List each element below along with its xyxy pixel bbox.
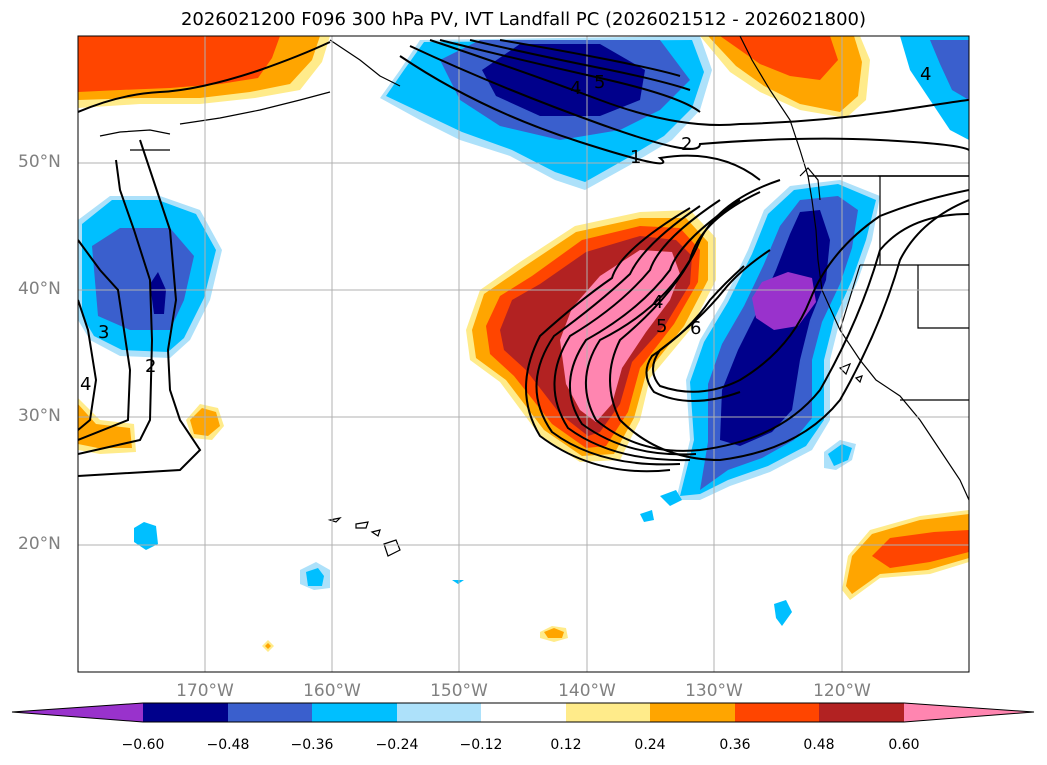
colorbar-tick-4: −0.24 [375, 737, 419, 753]
lon-label-170w: 170°W [176, 681, 234, 701]
colorbar-tick-10: 0.60 [888, 737, 920, 753]
colorbar-tick-7: 0.24 [634, 737, 666, 753]
contour-label-3-west: 3 [98, 322, 109, 343]
lat-label-50n: 50°N [18, 152, 61, 172]
colorbar-tick-6: 0.12 [550, 737, 582, 753]
contour-label-2-west: 2 [145, 356, 156, 377]
islands [327, 362, 863, 557]
colorbar-segment-3 [312, 703, 397, 722]
contour-label-5: 5 [656, 316, 667, 337]
colorbar [11, 702, 1035, 723]
shading-small-positive [262, 626, 568, 652]
colorbar-extend-high [904, 703, 1034, 722]
contour-label-4: 4 [652, 292, 663, 313]
lon-label-160w: 160°W [303, 681, 361, 701]
lat-label-20n: 20°N [18, 534, 61, 554]
coastlines [99, 36, 969, 501]
colorbar-segment-5 [481, 703, 566, 722]
pv-contours [78, 39, 969, 477]
map-title: 2026021200 F096 300 hPa PV, IVT Landfall… [180, 9, 867, 30]
contour-label-1: 1 [630, 147, 641, 168]
shading-northeast-positive [700, 36, 870, 118]
colorbar-segment-6 [566, 703, 650, 722]
colorbar-segment-2 [228, 703, 312, 722]
contour-label-4-northeast: 4 [920, 64, 931, 85]
shading-west-positive [78, 398, 224, 454]
colorbar-tick-9: 0.48 [803, 737, 835, 753]
lat-label-40n: 40°N [18, 279, 61, 299]
colorbar-segment-4 [397, 703, 481, 722]
colorbar-outline [11, 702, 1035, 723]
lon-label-150w: 150°W [430, 681, 488, 701]
lon-label-130w: 130°W [685, 681, 743, 701]
colorbar-tick-1: −0.60 [121, 737, 165, 753]
colorbar-tick-5: −0.12 [459, 737, 503, 753]
colorbar-segment-8 [735, 703, 819, 722]
contour-label-4-north: 4 [570, 78, 581, 99]
contour-label-2: 2 [681, 134, 692, 155]
colorbar-segment-7 [650, 703, 735, 722]
colorbar-segment-9 [819, 703, 904, 722]
map-border [77, 35, 970, 673]
colorbar-tick-8: 0.36 [719, 737, 751, 753]
shading-northwest-positive [78, 36, 330, 108]
shading-small-negative [134, 440, 856, 626]
colorbar-extend-low [12, 703, 143, 722]
colorbar-tick-2: −0.48 [206, 737, 250, 753]
lon-label-140w: 140°W [558, 681, 616, 701]
contour-label-5-north: 5 [594, 72, 605, 93]
contour-label-6: 6 [690, 318, 701, 339]
colorbar-segment-1 [143, 703, 228, 722]
contour-label-4-west: 4 [80, 374, 91, 395]
lon-label-120w: 120°W [813, 681, 871, 701]
shading-far-northeast-negative [900, 36, 969, 140]
colorbar-tick-3: −0.36 [290, 737, 334, 753]
shading-east-negative [676, 180, 880, 500]
lat-label-30n: 30°N [18, 406, 61, 426]
contour-labels: 1 2 3 2 4 4 5 6 4 5 4 [80, 64, 931, 395]
shading-southeast-positive [842, 510, 969, 600]
